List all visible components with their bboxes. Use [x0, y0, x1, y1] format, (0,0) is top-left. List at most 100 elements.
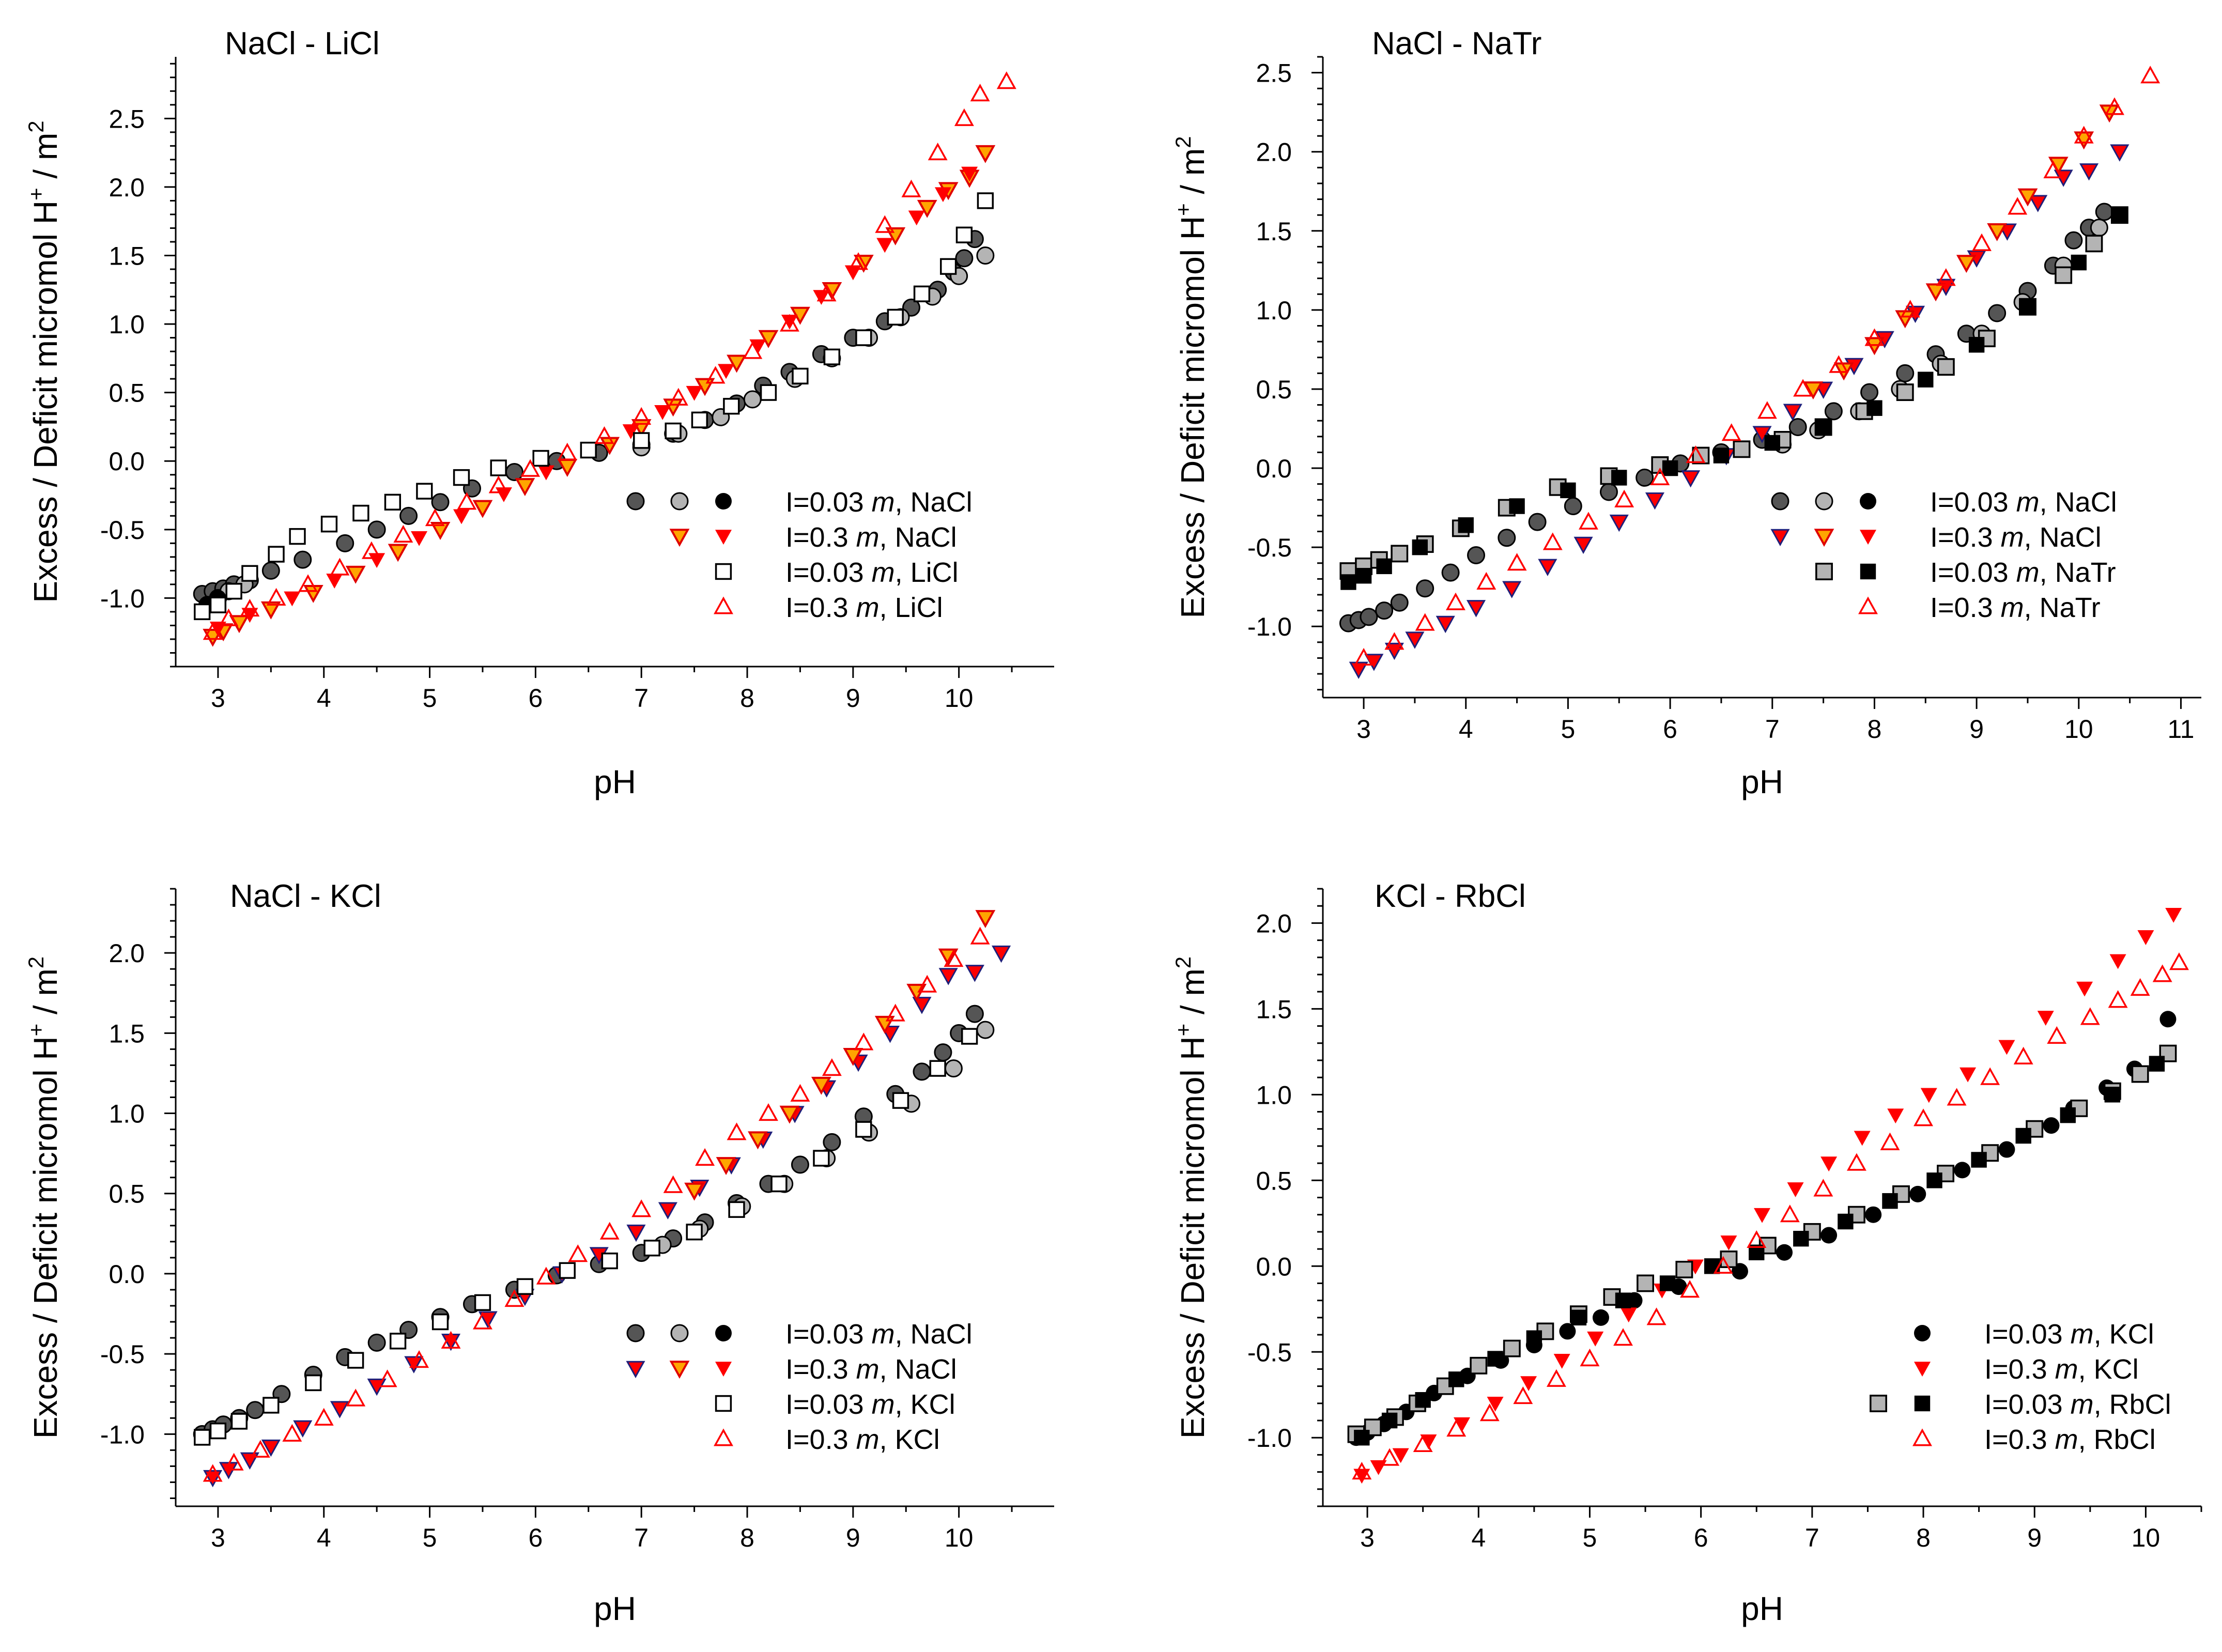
data-point [1615, 1292, 1631, 1308]
legend-marker [1858, 596, 1878, 614]
data-point [1956, 255, 1977, 273]
data-point [1787, 1182, 1804, 1197]
legend-entry: I=0.3 m, LiCl [714, 592, 943, 623]
data-point [1635, 468, 1654, 487]
data-point [643, 1240, 660, 1257]
data-point [816, 284, 837, 302]
legend-entry: I=0.03 m, NaCl [626, 1319, 973, 1350]
x-axis-label: pH [1741, 763, 1783, 800]
data-point [1788, 418, 1807, 436]
data-point [2071, 254, 2087, 271]
legend-marker [1770, 529, 1790, 547]
data-point [913, 1062, 931, 1081]
data-point [1747, 1230, 1767, 1248]
chart-title: NaCl - KCl [230, 878, 381, 914]
data-point [1838, 1213, 1854, 1230]
data-point [2064, 231, 2083, 250]
data-point [663, 1175, 683, 1193]
data-point [431, 1313, 449, 1331]
series-2 [1347, 1044, 2177, 1443]
data-point [289, 528, 306, 545]
data-point [779, 1105, 800, 1124]
data-point [294, 550, 312, 569]
y-tick-label: 0.0 [109, 447, 145, 476]
legend-entry: I=0.03 m, RbCl [1870, 1389, 2171, 1420]
y-tick-label: 0.0 [1256, 1252, 1292, 1281]
data-point [705, 366, 726, 384]
data-point [282, 1424, 302, 1442]
series-5 [203, 927, 990, 1482]
x-tick-label: 5 [423, 1523, 437, 1552]
x-tick-label: 4 [1471, 1523, 1486, 1552]
y-tick-label: 2.5 [109, 104, 145, 133]
y-tick-label: -0.5 [1247, 1338, 1292, 1367]
data-point [1650, 467, 1670, 485]
data-point [1587, 1331, 1604, 1347]
y-tick-label: 1.0 [109, 1100, 145, 1129]
data-point [1918, 372, 1934, 388]
data-point [1713, 447, 1730, 464]
data-point [843, 1048, 863, 1066]
legend-entry: I=0.03 m, KCl [1914, 1319, 2154, 1350]
y-axis-label: Excess / Deficit micromol H+ / m2 [24, 120, 64, 603]
data-point [1391, 545, 1409, 563]
data-point [367, 520, 386, 539]
data-point [389, 1333, 407, 1350]
chart-title: NaCl - NaTr [1372, 26, 1541, 61]
data-point [1686, 445, 1706, 464]
series-3 [1803, 104, 2120, 400]
data-point [2076, 981, 2093, 997]
x-tick-label: 3 [211, 1523, 225, 1552]
data-point [1526, 1330, 1542, 1346]
data-point [1553, 1354, 1570, 1369]
data-point [848, 252, 869, 270]
data-point [1370, 1460, 1387, 1475]
x-tick-label: 7 [1805, 1523, 1819, 1552]
data-point [855, 329, 872, 346]
data-point [2013, 1046, 2033, 1064]
data-point [1998, 1141, 2015, 1158]
data-point [224, 1453, 244, 1471]
data-point [1599, 483, 1618, 501]
data-point [961, 166, 978, 182]
data-point [1384, 632, 1405, 650]
y-tick-label: 0.5 [1256, 375, 1292, 404]
data-point [887, 308, 904, 326]
legend-label: I=0.03 m, NaCl [1930, 487, 2117, 518]
data-point [404, 1356, 424, 1373]
data-point [1925, 283, 1946, 302]
y-tick-label: 2.0 [109, 173, 145, 202]
legend-label: I=0.3 m, NaCl [785, 522, 957, 553]
data-point [1528, 513, 1547, 531]
data-point [1860, 383, 1879, 402]
data-point [416, 483, 433, 500]
data-point [779, 314, 799, 332]
data-point [1453, 1417, 1470, 1432]
data-point [1783, 404, 1802, 421]
data-point [495, 487, 512, 502]
data-point [261, 561, 280, 580]
data-point [1446, 1419, 1467, 1437]
data-point [723, 398, 740, 415]
data-point [2095, 203, 2113, 221]
data-point [520, 459, 541, 477]
data-point [1681, 470, 1701, 488]
data-point [2090, 219, 2108, 237]
data-point [1620, 1307, 1637, 1323]
data-point [2159, 1011, 2177, 1028]
data-point [1896, 364, 1915, 382]
data-point [844, 265, 861, 281]
y-tick-label: 2.0 [109, 939, 145, 968]
data-point [691, 411, 708, 428]
legend-marker [714, 1428, 733, 1446]
data-point [1592, 1309, 1609, 1326]
data-point [1405, 631, 1425, 649]
data-point [2055, 266, 2073, 284]
data-point [2149, 1056, 2165, 1072]
x-tick-label: 10 [945, 1523, 974, 1552]
data-point [1570, 1309, 1587, 1326]
panel-nacl-kcl: 3 4 5 6 7 8 9 10 -1.0 -0.5 0.0 0.5 1.0 1.5 2.0 NaCl - K… [24, 878, 1054, 1627]
data-point [684, 1182, 705, 1201]
series-6 [203, 71, 1016, 640]
legend-marker [1914, 1395, 1931, 1412]
